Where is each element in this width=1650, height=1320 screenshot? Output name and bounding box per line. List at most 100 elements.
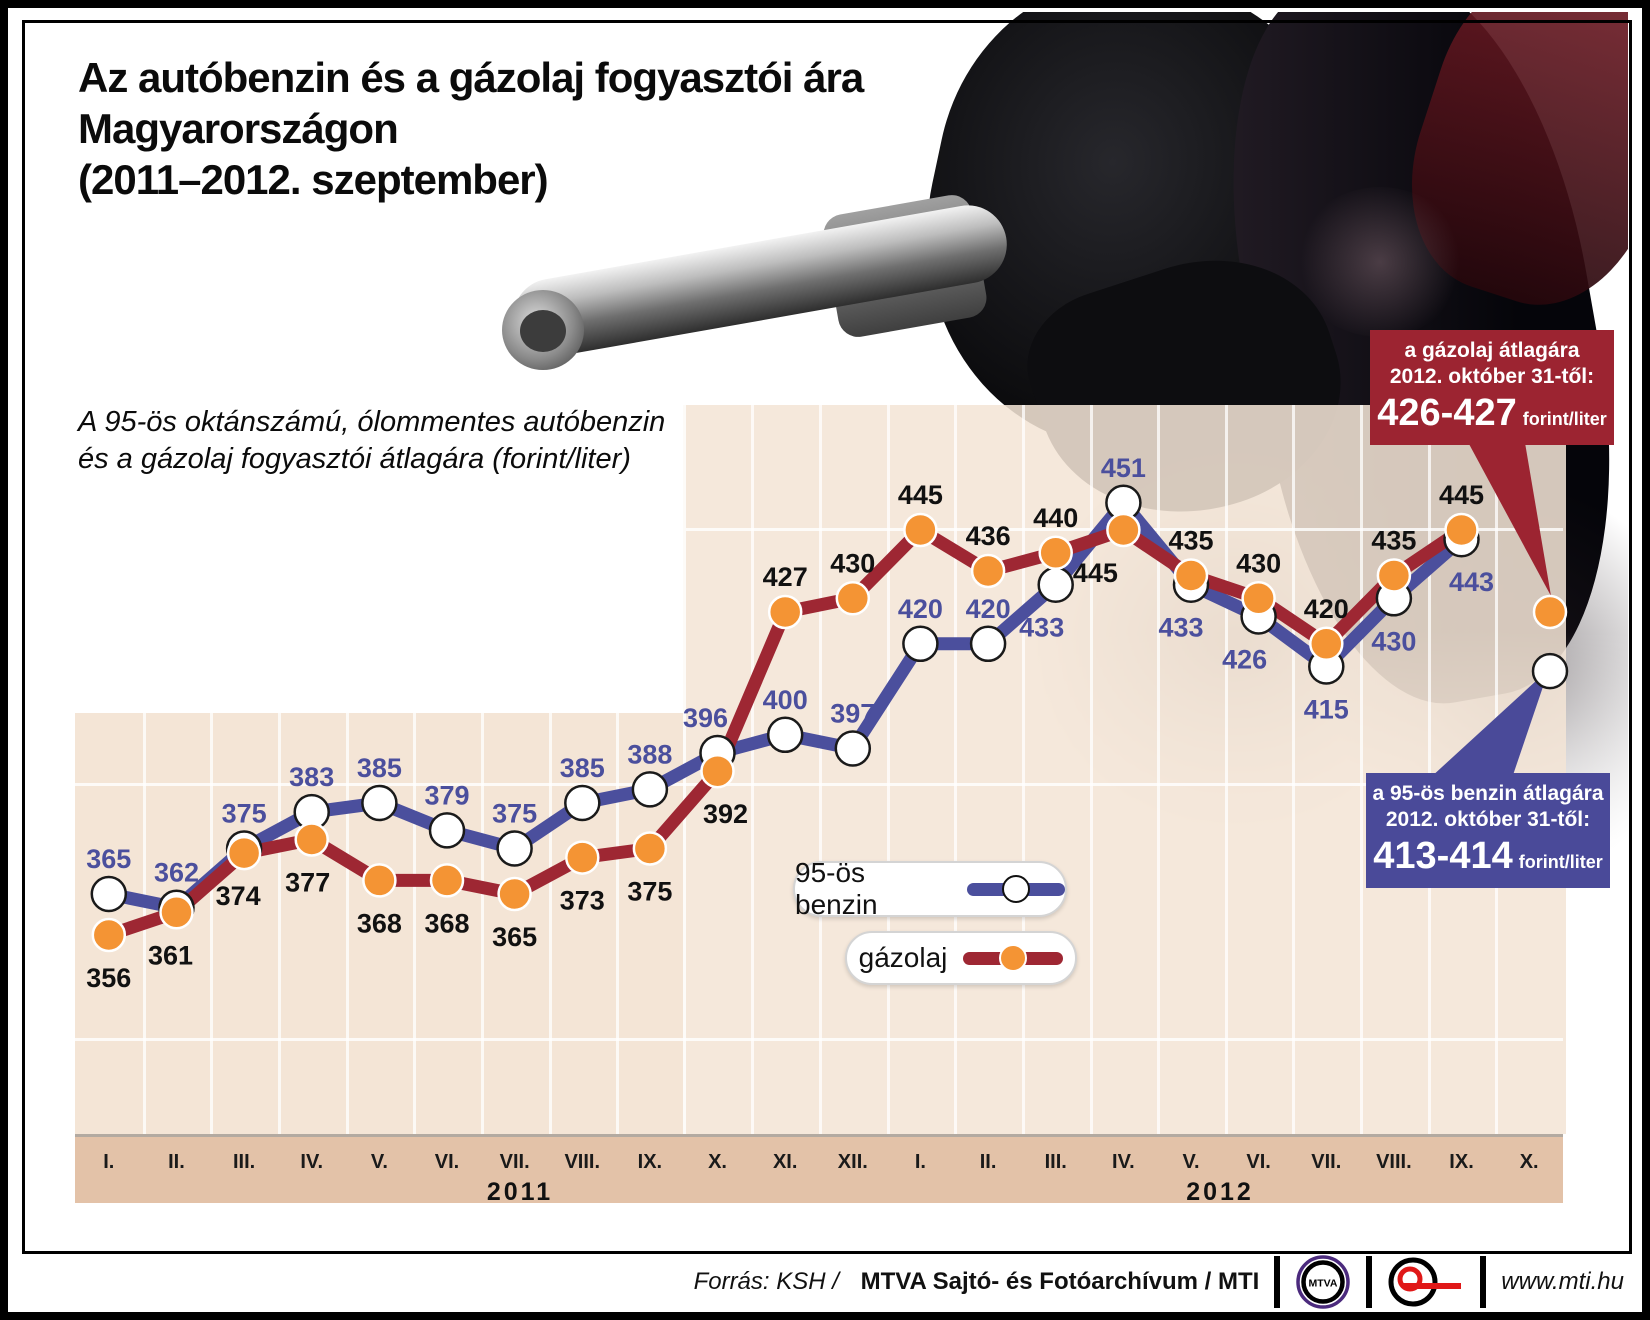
legend-item-gazolaj: gázolaj (845, 931, 1077, 985)
benzin-value-label: 433 (1019, 613, 1064, 643)
vertical-gridline (751, 405, 755, 1134)
gazolaj-value-label: 436 (966, 521, 1011, 551)
vertical-gridline (1224, 405, 1228, 1134)
gazolaj-dot (91, 917, 127, 953)
gazolaj-dot (835, 581, 871, 616)
footer-divider (1274, 1256, 1281, 1308)
vertical-gridline (548, 713, 552, 1134)
vertical-gridline (1427, 405, 1431, 1134)
vertical-gridline (1021, 405, 1025, 1134)
gazolaj-value-label: 374 (216, 881, 261, 911)
benzin-value-label: 433 (1158, 613, 1203, 643)
axis-month-label: VI. (434, 1151, 460, 1173)
gazolaj-dot (294, 822, 329, 857)
axis-month-label: IX. (1449, 1151, 1474, 1173)
benzin-value-label: 365 (86, 844, 131, 874)
vertical-gridline (1157, 405, 1161, 1134)
gazolaj-value-label: 430 (830, 548, 875, 578)
gazolaj-dot (1173, 558, 1209, 593)
gazolaj-dot (1106, 512, 1141, 548)
footer: Forrás: KSH / MTVA Sajtó- és Fotóarchívu… (694, 1255, 1624, 1309)
vertical-gridline (413, 713, 417, 1134)
axis-month-label: VII. (499, 1151, 530, 1173)
x-axis-strip: 2011 2012 I. II. III. IV. V. VI. VII. VIII. IX. X… (75, 1134, 1563, 1206)
gazolaj-dot (970, 553, 1006, 589)
legend-gazolaj-label: gázolaj (858, 942, 948, 973)
gazolaj-value-label: 420 (1304, 594, 1349, 624)
benzin-dot (90, 875, 128, 913)
gazolaj-dot (903, 512, 938, 548)
mtva-logo-icon: MTVA (1296, 1255, 1351, 1309)
gazolaj-value-label: 435 (1371, 526, 1416, 556)
benzin-dot (496, 830, 533, 867)
benzin-dot (834, 730, 872, 767)
legend-item-benzin: 95-ös benzin (793, 857, 1067, 920)
gazolaj-dot (497, 876, 532, 912)
benzin-value-label: 375 (222, 799, 267, 829)
spout-hole-shape (520, 310, 566, 352)
benzin-dot (766, 716, 804, 754)
gazolaj-dot (1309, 626, 1344, 662)
benzin-dot (361, 784, 398, 822)
benzin-dot (1037, 566, 1074, 603)
vertical-gridline (345, 713, 349, 1134)
callout-gazolaj-line1: a gázolaj átlagára (1404, 339, 1580, 362)
svg-text:MTVA: MTVA (1309, 1278, 1338, 1290)
mti-logo-icon (1388, 1257, 1462, 1307)
page-title: Az autóbenzin és a gázolaj fogyasztói ár… (78, 52, 864, 206)
axis-month-label: VIII. (1376, 1151, 1412, 1173)
axis-month-label: II. (979, 1151, 997, 1173)
vertical-gridline (886, 405, 890, 1134)
gazolaj-dot (700, 753, 735, 789)
footer-divider (1366, 1256, 1373, 1308)
benzin-value-label: 388 (627, 739, 672, 769)
gazolaj-dot (1038, 535, 1073, 571)
gazolaj-value-label: 368 (357, 908, 402, 938)
axis-month-label: II. (168, 1151, 185, 1173)
axis-month-label: V. (370, 1151, 388, 1173)
callout-benzin-value: 413-414 (1373, 834, 1513, 877)
benzin-value-label: 396 (683, 703, 728, 733)
benzin-dot (902, 625, 939, 663)
gazolaj-value-label: 356 (86, 963, 131, 993)
benzin-dot (428, 812, 466, 849)
gazolaj-value-label: 430 (1236, 548, 1281, 578)
gazolaj-dot (632, 831, 668, 866)
gazolaj-value-label: 365 (492, 922, 537, 952)
gazolaj-value-label: 445 (1439, 480, 1484, 510)
callout-benzin-pointer (1430, 669, 1549, 778)
axis-month-label: IV. (300, 1151, 324, 1173)
legend-gazolaj-swatch (963, 944, 1064, 972)
benzin-value-label: 443 (1449, 567, 1494, 597)
gazolaj-value-label: 435 (1168, 526, 1213, 556)
axis-month-label: I. (914, 1151, 926, 1173)
gazolaj-dot (1444, 512, 1479, 548)
footer-divider (1480, 1256, 1487, 1308)
vertical-gridline (819, 405, 822, 1134)
callout-gazolaj-pointer (1462, 431, 1551, 596)
year-label-2011: 2011 (486, 1178, 554, 1206)
axis-month-label: III. (232, 1151, 256, 1173)
gazolaj-value-label: 373 (560, 886, 605, 916)
gazolaj-value-label: 392 (703, 799, 748, 829)
gazolaj-dot (1241, 581, 1276, 616)
subtitle-line-2: és a gázolaj fogyasztói átlagára (forint… (78, 443, 631, 476)
axis-month-label: XI. (772, 1151, 798, 1173)
vertical-gridline (616, 713, 620, 1134)
gazolaj-dot (226, 835, 262, 871)
axis-month-label: IV. (1112, 1151, 1135, 1173)
website-label: www.mti.hu (1501, 1268, 1624, 1295)
callout-benzin-line2: 2012. október 31-től: (1385, 808, 1591, 832)
gazolaj-value-label: 440 (1033, 503, 1078, 533)
axis-month-label: III. (1044, 1151, 1067, 1173)
gazolaj-dot (429, 863, 465, 898)
benzin-value-label: 415 (1304, 695, 1349, 725)
benzin-dot (969, 625, 1007, 663)
gazolaj-value-label: 377 (285, 868, 330, 898)
gazolaj-value-label: 368 (424, 908, 469, 938)
year-label-2012: 2012 (1186, 1178, 1254, 1206)
benzin-value-label: 397 (830, 699, 875, 729)
benzin-value-label: 375 (492, 799, 537, 829)
